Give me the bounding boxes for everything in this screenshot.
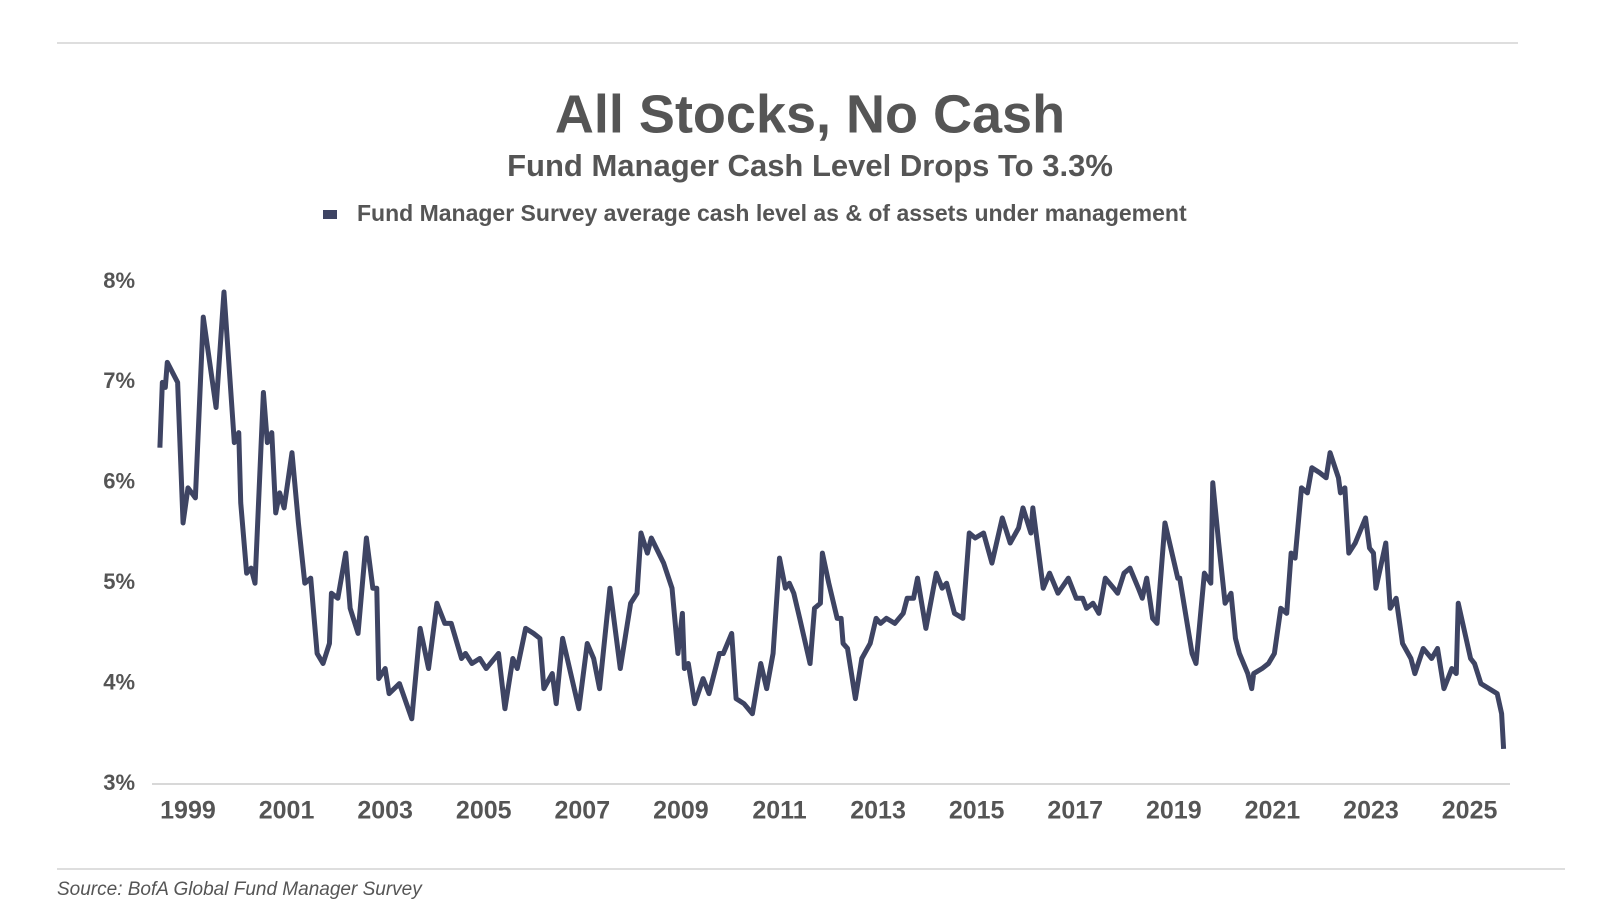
x-tick-label: 1999 [160, 797, 216, 825]
legend-swatch [323, 210, 337, 219]
x-tick-label: 2025 [1442, 797, 1498, 825]
x-tick-label: 2013 [850, 797, 906, 825]
x-tick-label: 2023 [1343, 797, 1399, 825]
y-tick-label: 5% [103, 569, 135, 594]
x-tick-label: 2011 [752, 797, 806, 825]
x-tick-label: 2019 [1146, 797, 1202, 825]
y-tick-label: 8% [103, 268, 135, 293]
y-tick-label: 6% [103, 469, 135, 494]
x-tick-label: 2005 [456, 797, 512, 825]
y-tick-label: 7% [103, 368, 135, 393]
data-line [157, 289, 1507, 749]
y-tick-label: 3% [103, 770, 135, 795]
source-note: Source: BofA Global Fund Manager Survey [57, 879, 423, 900]
x-tick-label: 2015 [949, 797, 1005, 825]
x-tick-label: 2009 [653, 797, 709, 825]
y-tick-label: 4% [103, 669, 135, 694]
legend-label: Fund Manager Survey average cash level a… [357, 200, 1187, 226]
chart-title: All Stocks, No Cash [555, 84, 1065, 144]
x-tick-label: 2001 [259, 797, 315, 825]
x-tick-label: 2021 [1245, 797, 1301, 825]
x-tick-label: 2007 [555, 797, 611, 825]
x-tick-label: 2003 [357, 797, 413, 825]
chart-subtitle: Fund Manager Cash Level Drops To 3.3% [507, 148, 1113, 183]
x-tick-label: 2017 [1047, 797, 1103, 825]
